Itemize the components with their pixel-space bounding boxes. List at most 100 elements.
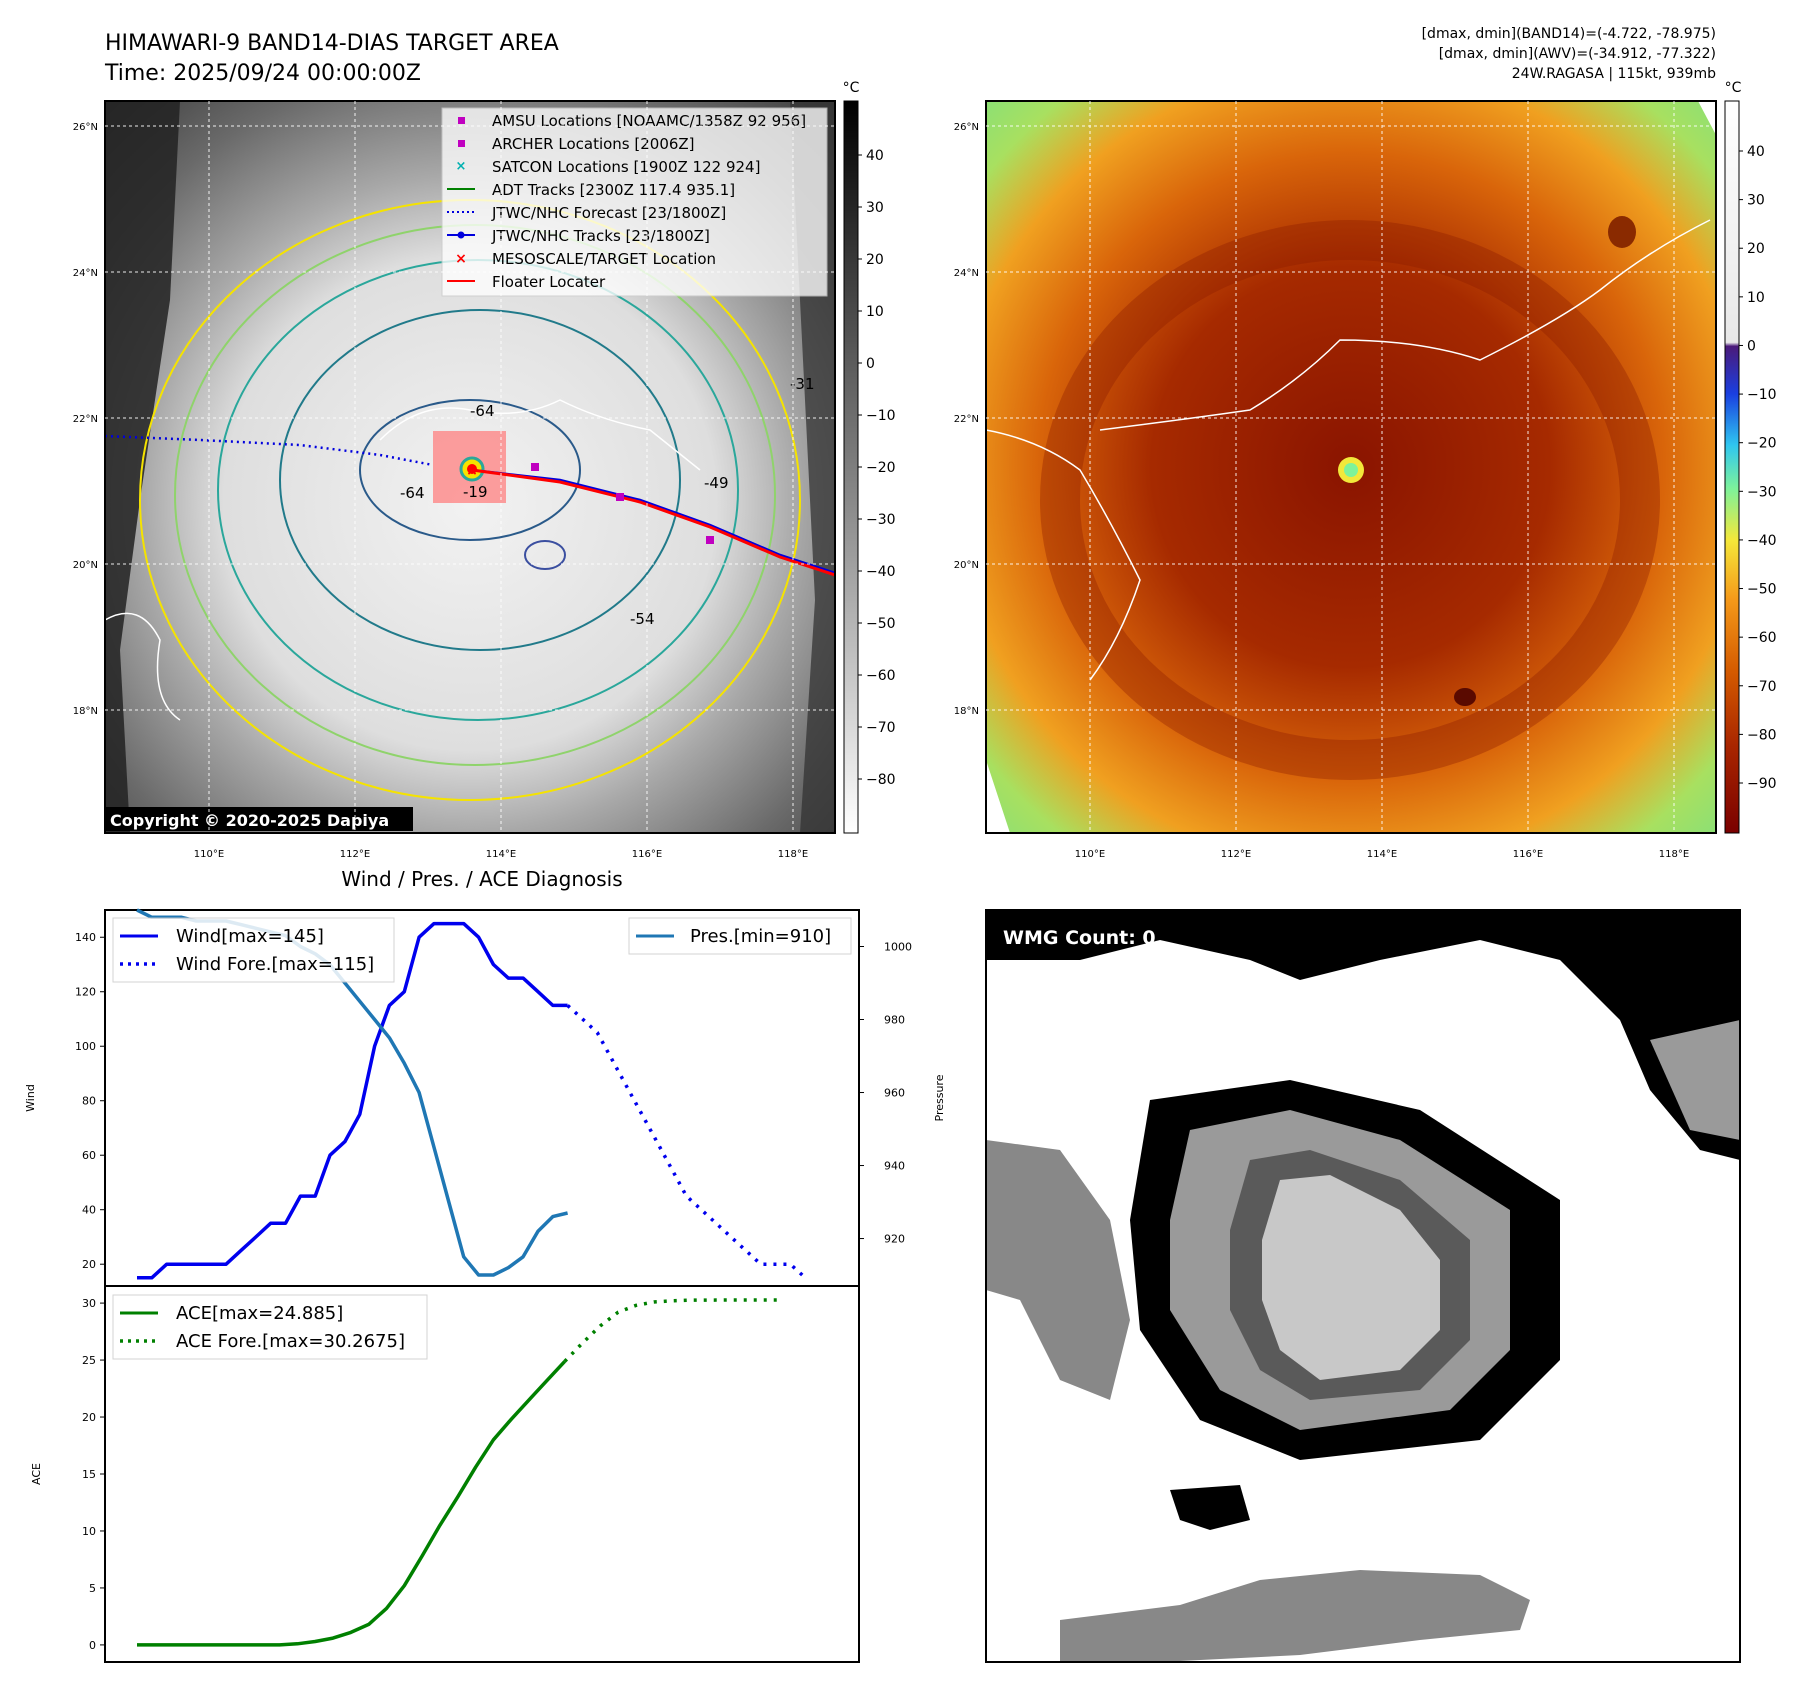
colorbar-tick-label: −70 [866,720,896,736]
lat-label-ir: 22°N [73,414,98,425]
colorbar-tick-label: −20 [1747,436,1777,452]
archer-marker [616,493,624,501]
contour-inner [359,399,581,541]
awv-coastline-west [986,429,1141,681]
wind-tick-label: 60 [82,1149,96,1162]
map-gridlines [105,101,1716,833]
wmg-gray-west [986,1140,1130,1400]
wind-tick-label: 80 [82,1095,96,1108]
ace-tick-label: 15 [82,1468,96,1481]
colorbar-tick-label: 10 [866,304,884,320]
lon-label-awv: 118°E [1659,849,1689,860]
awv-map-frame [985,100,1717,834]
lon-label-awv: 110°E [1075,849,1105,860]
pres-legend: Pres.[min=910] [628,917,852,955]
ace-legend: ACE[max=24.885] ACE Fore.[max=30.2675] [112,1294,428,1360]
wmg-black-top [986,910,1740,1160]
colorbar-tick-label: −10 [1747,387,1777,403]
legend-dot-tracks [457,231,465,239]
lon-label-ir: 116°E [632,849,662,860]
diagnosis-title: Wind / Pres. / ACE Diagnosis [341,867,622,891]
floater-track [471,468,835,577]
pressure-tick-label: 960 [884,1087,905,1100]
wind-pres-chart: 20 40 60 80 100 120 140 920 940 960 980 1000 Wind … [24,908,946,1287]
wmg-eye [1262,1175,1440,1380]
colorbar-tick-label: −70 [1747,679,1777,695]
figure-title: HIMAWARI-9 BAND14-DIAS TARGET AREA [105,31,559,56]
lat-label-awv: 18°N [954,706,979,717]
colorbar-tick-label: −30 [1747,484,1777,500]
awv-eye-core [1344,463,1358,477]
ir-colorbar-ticks: 40 30 20 10 0 −10 −20 −30 −40 −50 −60 −70 −80 [858,148,896,788]
wind-tick-label: 140 [75,931,96,944]
colorbar-tick-label: 20 [1747,241,1765,257]
awv-colorbar: °C 40 30 20 10 0 −10 −20 −30 −40 −50 −60 −70 −80 −90 [1724,80,1777,834]
wmg-white-gap [1040,960,1620,1180]
lat-label-awv: 20°N [954,560,979,571]
lon-label-ir: 110°E [194,849,224,860]
colorbar-tick-label: 10 [1747,290,1765,306]
lon-label-ir: 114°E [486,849,516,860]
contour-label: -64 [470,402,495,420]
awv-colorbar-ramp [1724,100,1740,834]
colorbar-tick-label: 30 [1747,193,1765,209]
colorbar-tick-label: −40 [866,564,896,580]
copyright-text: Copyright © 2020-2025 Dapiya [110,811,389,830]
series-line-wind-forecast [566,1004,807,1280]
target-marker: × [466,463,478,479]
legend-label-wind: Wind[max=145] [176,926,324,947]
pressure-axis-label: Pressure [933,1074,946,1121]
ace-series [137,1298,779,1647]
best-track [471,468,835,575]
colorbar-tick-label: −10 [866,408,896,424]
legend-label-ace-fore: ACE Fore.[max=30.2675] [176,1331,405,1352]
legend-label-archer: ARCHER Locations [2006Z] [492,135,695,153]
awv-cold-spot [1454,688,1476,706]
colorbar-tick-label: −80 [1747,727,1777,743]
lat-label-ir: 20°N [73,560,98,571]
copyright-box [105,807,413,831]
colorbar-tick-label: −20 [866,460,896,476]
colorbar-tick-label: 20 [866,252,884,268]
colorbar-tick-label: −50 [1747,582,1777,598]
contour-label: -54 [630,610,655,628]
wmg-gray-south [1060,1570,1530,1662]
colorbar-tick-label: −60 [1747,630,1777,646]
legend-box [441,107,828,297]
pressure-tick-label: 1000 [884,941,912,954]
ir-map-panel: × -64 -64 -54 -31 -19 -49 × × AMSU Locat… [104,100,836,834]
wind-tick-label: 20 [82,1258,96,1271]
colorbar-tick-label: 40 [866,148,884,164]
contour-dark-teal [279,309,681,651]
contour-label: -64 [400,484,425,502]
storm-info: 24W.RAGASA | 115kt, 939mb [1512,66,1716,82]
awv-map-panel [985,100,1717,834]
awv-coastline [1099,219,1711,431]
legend-label-satcon: SATCON Locations [1900Z 122 924] [492,158,760,176]
wmg-frame [985,909,1741,1663]
colorbar-tick-label: −30 [866,512,896,528]
band14-stats: [dmax, dmin](BAND14)=(-4.722, -78.975) [1422,26,1716,42]
wmg-black-patch [1170,1485,1250,1530]
colorbar-tick-label: 0 [866,356,875,372]
ir-colorbar-ramp [843,100,859,834]
wind-tick-label: 120 [75,986,96,999]
wind-axis-label: Wind [24,1084,37,1112]
lon-label-ir: 118°E [778,849,808,860]
map-axis-labels: 26°N 24°N 22°N 20°N 18°N 26°N 24°N 22°N … [73,122,1689,860]
ace-tick-label: 20 [82,1411,96,1424]
lat-label-awv: 26°N [954,122,979,133]
ace-tick-label: 5 [89,1582,96,1595]
pressure-tick-label: 920 [884,1233,905,1246]
contour-cell [524,540,566,570]
colorbar-tick-label: −40 [1747,533,1777,549]
colorbar-tick-label: −50 [866,616,896,632]
colorbar-tick-label: −80 [866,772,896,788]
figure-time: Time: 2025/09/24 00:00:00Z [104,61,421,86]
contour-label: -49 [704,474,729,492]
lon-label-ir: 112°E [340,849,370,860]
legend-label-adt: ADT Tracks [2300Z 117.4 935.1] [492,181,735,199]
awv-colorbar-unit: °C [1725,80,1742,96]
awv-spiral-band [1040,220,1660,780]
ace-tick-label: 30 [82,1297,96,1310]
